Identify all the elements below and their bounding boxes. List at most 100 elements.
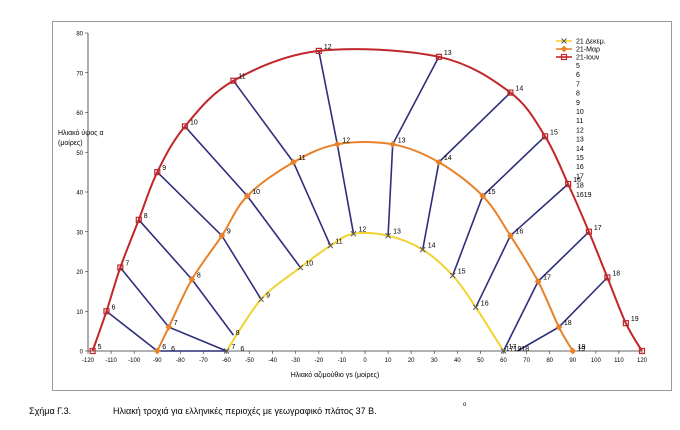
y-tick-label: 0: [80, 350, 84, 356]
data-point: [604, 274, 611, 281]
data-point: [500, 348, 507, 354]
x-tick-label: 30: [431, 358, 438, 364]
data-point: [565, 180, 572, 188]
legend-extra-entry: 11: [576, 118, 583, 125]
legend-extra-entry: 7: [576, 81, 580, 88]
legend-extra-entry: 16: [576, 164, 584, 171]
data-point: [297, 264, 304, 271]
hour-line-15: [451, 135, 546, 276]
hour-label: 16: [481, 300, 489, 307]
data-point: [135, 216, 142, 223]
data-point: [385, 232, 391, 239]
x-tick-label: -40: [268, 358, 277, 364]
hour-label: 17: [509, 344, 517, 351]
x-tick-label: 100: [591, 358, 602, 364]
y-axis-title: Ηλιακό ύψος α: [58, 129, 104, 137]
hour-line-11: [232, 80, 332, 247]
hour-label: 171918: [506, 346, 529, 353]
x-tick-label: 10: [385, 358, 392, 364]
data-point: [555, 323, 563, 331]
x-tick-label: -90: [153, 358, 162, 364]
y-tick-label: 30: [76, 230, 83, 236]
data-point: [435, 158, 443, 166]
hour-label: 7: [232, 344, 236, 351]
legend-entry: 21 Δεκεμ.: [576, 39, 606, 46]
data-point: [154, 169, 161, 176]
legend-extra-entry: 6: [576, 72, 580, 79]
figure-caption-text: Ηλιακή τροχιά για ελληνικές περιοχές με …: [113, 406, 377, 416]
data-point: [333, 140, 341, 148]
hour-label: 19: [578, 344, 586, 351]
x-tick-label: 20: [408, 358, 415, 364]
hour-label: 9: [227, 229, 231, 236]
y-tick-label: 60: [76, 111, 83, 117]
y-tick-label: 70: [76, 71, 83, 77]
data-point: [188, 276, 196, 283]
series-line-1: [156, 141, 574, 352]
hour-line-18: [517, 276, 608, 352]
x-tick-label: 0: [363, 358, 367, 364]
y-tick-label: 20: [76, 270, 83, 276]
x-tick-label: -60: [222, 358, 231, 364]
series-line-2: [91, 48, 643, 352]
hour-label: 16: [515, 229, 523, 236]
legend-entry: 21-Μαρ: [576, 47, 600, 54]
data-point: [350, 230, 357, 237]
hour-label: 16: [573, 177, 581, 184]
x-axis-title: Ηλιακό αζιμούθιο γs (μοίρες): [291, 371, 380, 379]
data-point: [327, 242, 334, 249]
data-point: [230, 77, 237, 84]
y-axis-title: (μοίρες): [58, 139, 83, 147]
data-point: [638, 347, 646, 355]
hour-line-7: [119, 266, 227, 352]
hour-label: 8: [144, 213, 148, 220]
x-tick-label: -50: [245, 358, 254, 364]
legend-marker: [560, 45, 568, 53]
x-tick-label: 120: [637, 358, 648, 364]
hour-label: 11: [335, 239, 342, 246]
series-line-0: [225, 231, 505, 352]
hour-line-9: [156, 171, 262, 300]
legend-extra-entry: 12: [576, 127, 584, 134]
data-point: [218, 232, 226, 240]
legend-extra-entry: 18: [576, 183, 584, 190]
data-point: [435, 53, 442, 60]
data-point: [541, 133, 549, 140]
hour-label: 13: [393, 229, 401, 236]
hour-label: 9: [162, 165, 166, 172]
x-tick-label: 70: [523, 358, 530, 364]
legend-marker: [560, 53, 568, 61]
y-tick-label: 50: [76, 151, 83, 157]
y-tick-label: 40: [76, 191, 83, 197]
x-tick-label: 110: [614, 358, 624, 364]
x-tick-label: -80: [176, 358, 185, 364]
data-point: [117, 264, 124, 271]
data-point: [479, 192, 487, 200]
data-point: [419, 246, 426, 253]
legend-entry: 21-Ιουν: [576, 55, 600, 62]
hour-label: 19: [631, 316, 639, 323]
hour-label: 15: [550, 129, 558, 136]
x-tick-label: -20: [314, 358, 323, 364]
hour-label: 14: [515, 86, 523, 93]
hour-label: 6: [162, 344, 166, 351]
data-point: [165, 323, 173, 331]
legend-extra-entry: 14: [576, 146, 584, 153]
x-tick-label: 50: [477, 358, 484, 364]
data-point: [181, 123, 189, 130]
hour-label: 8: [197, 272, 201, 279]
data-point: [315, 47, 322, 54]
hour-label: 15: [458, 268, 466, 275]
hour-label: 7: [174, 320, 178, 327]
x-tick-label: -100: [128, 358, 141, 364]
figure-caption-label: Σχήμα Γ.3.: [29, 406, 72, 416]
x-tick-label: -110: [105, 358, 117, 364]
figure-caption-mark: o: [463, 402, 467, 408]
hour-line-8: [138, 219, 235, 336]
hour-label: 12: [324, 44, 332, 51]
hour-label: 7: [125, 261, 129, 268]
data-point: [223, 348, 230, 354]
hour-label: 11: [298, 155, 305, 162]
legend-extra-entry: 1619: [576, 192, 592, 199]
hour-line-17: [502, 231, 590, 352]
